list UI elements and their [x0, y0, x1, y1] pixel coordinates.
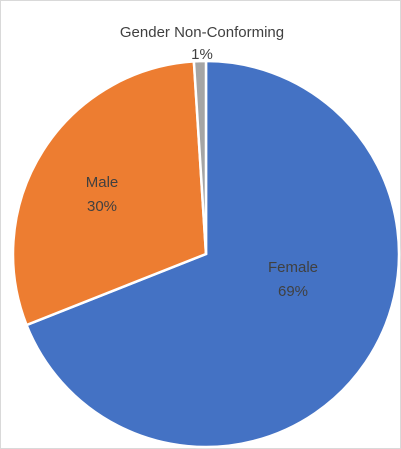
slice-label-gnc-value: 1% [191, 46, 213, 63]
slice-label-female-name: Female [268, 259, 318, 276]
pie-slice-male [11, 60, 208, 327]
slice-label-male-name: Male [86, 174, 119, 191]
pie-slice-female [24, 59, 401, 449]
slice-label-gnc-name: Gender Non-Conforming [120, 24, 284, 41]
slice-label-female-value: 69% [278, 283, 308, 300]
slice-label-male-value: 30% [87, 198, 117, 215]
pie-slice-gender-non-conforming [192, 59, 208, 255]
pie-slices [11, 59, 401, 449]
